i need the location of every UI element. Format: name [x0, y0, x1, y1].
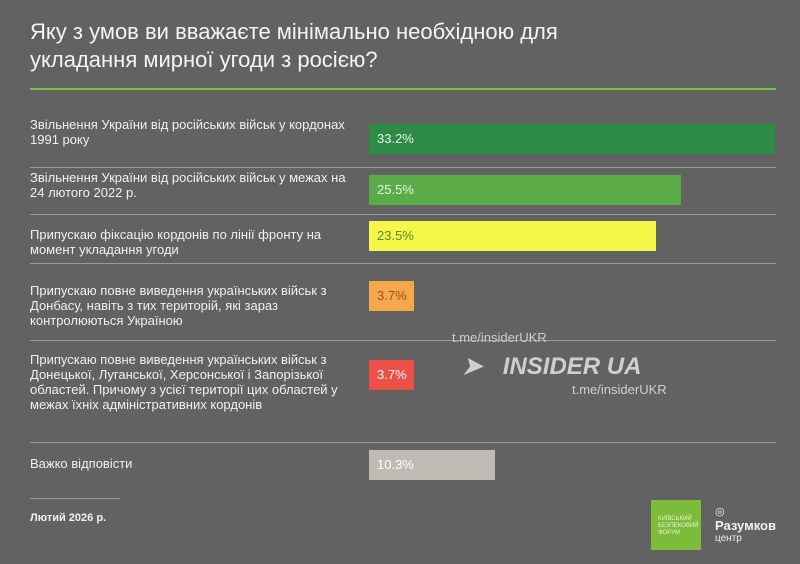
kyiv-security-forum-logo: КИЇВСЬКИЙ БЕЗПЕКОВИЙ ФОРУМ: [651, 500, 701, 550]
value-label: 3.7%: [377, 367, 407, 382]
forum-logo-text: КИЇВСЬКИЙ БЕЗПЕКОВИЙ ФОРУМ: [658, 516, 699, 536]
value-label: 10.3%: [377, 457, 414, 472]
chart-title: Яку з умов ви вважаєте мінімально необхі…: [30, 19, 558, 72]
row-divider: [30, 214, 776, 215]
category-label: Припускаю повне виведення українських ві…: [30, 352, 338, 412]
value-label: 25.5%: [377, 182, 414, 197]
watermark-url-1: t.me/insiderUKR: [452, 330, 547, 345]
razumkov-sub: центр: [715, 533, 742, 544]
category-label: Звільнення України від російських військ…: [30, 170, 346, 200]
row-divider: [30, 442, 776, 443]
row-divider: [30, 263, 776, 264]
razumkov-name: Разумков: [715, 518, 776, 533]
row-divider: [30, 167, 776, 168]
category-label: Звільнення України від російських військ…: [30, 117, 345, 147]
watermark-url-2: t.me/insiderUKR: [572, 382, 667, 397]
bar: 10.3%: [369, 450, 495, 480]
footer-rule: [30, 498, 120, 499]
bar: 25.5%: [369, 175, 681, 205]
bar: 3.7%: [369, 281, 415, 311]
category-label: Важко відповісти: [30, 456, 133, 471]
value-label: 23.5%: [377, 228, 414, 243]
globe-icon: ◎: [715, 506, 725, 518]
watermark-brand: ➤ INSIDER UA: [462, 352, 641, 381]
value-label: 33.2%: [377, 131, 414, 146]
bar: 3.7%: [369, 360, 415, 390]
razumkov-logo: ◎ Разумков центр: [715, 505, 776, 544]
survey-date: Лютий 2026 р.: [30, 512, 107, 524]
telegram-icon: ➤: [462, 353, 483, 380]
value-label: 3.7%: [377, 288, 407, 303]
watermark-brand-text: INSIDER UA: [502, 353, 642, 380]
category-label: Припускаю повне виведення українських ві…: [30, 283, 327, 328]
title-rule: [30, 88, 776, 90]
bar: 23.5%: [369, 221, 657, 251]
category-label: Припускаю фіксацію кордонів по лінії фро…: [30, 227, 322, 257]
bar: 33.2%: [369, 124, 775, 154]
row-divider: [30, 340, 776, 341]
